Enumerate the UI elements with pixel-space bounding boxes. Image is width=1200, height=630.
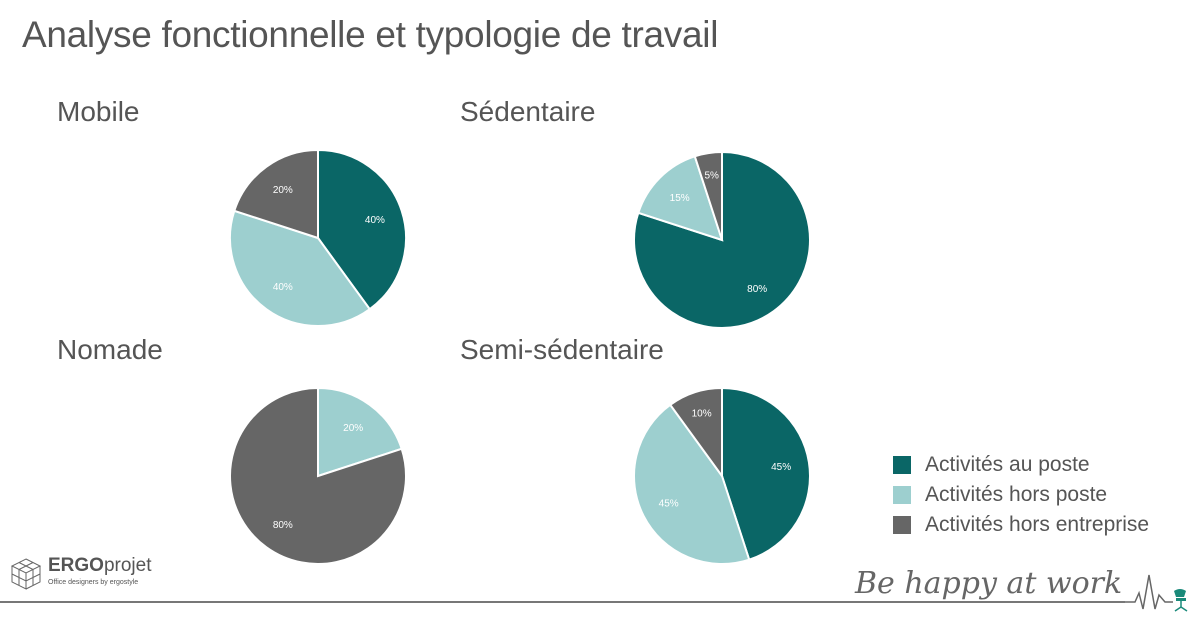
legend-item: Activités au poste — [893, 450, 1149, 480]
legend-item: Activités hors entreprise — [893, 510, 1149, 540]
heartbeat-chair-icon — [1125, 574, 1188, 612]
pie-slice-hors-entreprise — [693, 150, 723, 241]
pie-slice-hors-entreprise — [229, 386, 407, 565]
pie-data-label: 45% — [771, 462, 791, 473]
pie-chart-mobile: 40% 40% 20% — [229, 148, 407, 327]
pie-chart-nomade: 20% 80% — [229, 386, 407, 565]
pie-data-label: 20% — [343, 423, 363, 434]
legend-swatch — [893, 516, 911, 534]
legend-label: Activités hors poste — [925, 483, 1108, 506]
pie-data-label: 5% — [704, 170, 719, 181]
legend-label: Activités au poste — [925, 453, 1090, 476]
company-logo: ERGOprojet Office designers by ergostyle — [10, 555, 160, 595]
pie-slice-hors-entreprise — [668, 386, 723, 480]
logo-tagline: Office designers by ergostyle — [48, 579, 139, 586]
chart-title-nomade: Nomade — [57, 334, 163, 365]
pie-data-label: 40% — [273, 282, 293, 293]
pie-data-label: 20% — [273, 185, 293, 196]
pie-slice-poste — [317, 148, 407, 311]
pie-slice-hors-poste — [317, 386, 403, 478]
pie-data-label: 10% — [692, 409, 712, 420]
pie-slice-hors-poste — [633, 403, 751, 565]
pie-slice-hors-poste — [229, 209, 372, 327]
legend-swatch — [893, 456, 911, 474]
pie-data-label: 15% — [670, 193, 690, 204]
page-title: Analyse fonctionnelle et typologie de tr… — [22, 14, 719, 55]
chart-title-mobile: Mobile — [57, 96, 140, 127]
pie-chart-semi-sedentaire: 45% 45% 10% — [633, 386, 811, 565]
footer-divider — [0, 601, 1125, 603]
legend-label: Activités hors entreprise — [925, 513, 1150, 536]
legend-swatch — [893, 486, 911, 504]
legend-item: Activités hors poste — [893, 480, 1149, 510]
chart-title-semi-sedentaire: Semi-sédentaire — [460, 334, 664, 365]
logo-wordmark: ERGOprojet — [48, 555, 152, 576]
pie-data-label: 45% — [659, 499, 679, 510]
pie-data-label: 40% — [365, 215, 385, 226]
pie-chart-sedentaire: 80% 15% 5% — [633, 150, 811, 329]
cube-logo-icon — [10, 558, 42, 590]
pie-slice-hors-entreprise — [233, 148, 319, 240]
pie-slice-poste — [721, 386, 811, 561]
pie-data-label: 80% — [747, 284, 767, 295]
chart-legend: Activités au poste Activités hors poste … — [893, 450, 1149, 540]
pie-data-label: 80% — [273, 520, 293, 531]
signature-text: Be happy at work — [855, 566, 1123, 601]
chart-title-sedentaire: Sédentaire — [460, 96, 596, 127]
